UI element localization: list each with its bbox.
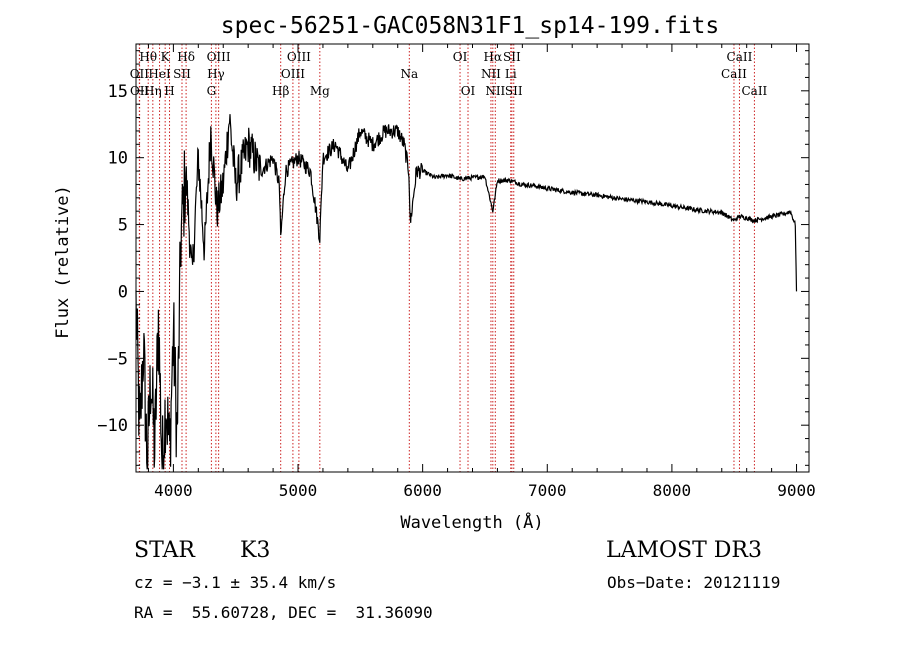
plot-frame — [135, 43, 810, 473]
line-label-19: Hα — [484, 50, 503, 64]
x-tick-label-2: 6000 — [403, 481, 442, 500]
y-tick-label-2: 0 — [118, 282, 128, 302]
object-subclass: K3 — [240, 538, 271, 563]
x-tick-label-4: 8000 — [653, 481, 692, 500]
object-class: STAR — [134, 538, 195, 563]
line-label-18: OI — [461, 84, 476, 98]
x-tick-label-3: 7000 — [528, 481, 567, 500]
y-axis-label: Flux (relative) — [53, 185, 73, 339]
x-tick-label-1: 5000 — [279, 481, 318, 500]
line-label-26: CaII — [721, 67, 747, 81]
line-label-23: SII — [505, 84, 523, 98]
axis-tick-labels: 4000 5000 6000 7000 8000 9000 −10 −5 0 5 10 15 — [97, 82, 816, 500]
line-label-24: Li — [505, 67, 517, 81]
y-tick-label-0: −10 — [97, 416, 128, 436]
line-label-20: NII — [481, 67, 501, 81]
y-tick-label-5: 15 — [108, 82, 128, 102]
observation-date: Obs−Date: 20121119 — [607, 573, 781, 592]
line-label-25: CaII — [727, 50, 753, 64]
chart-title: spec-56251-GAC058N31F1_sp14-199.fits — [221, 13, 720, 39]
line-label-21: NII — [485, 84, 505, 98]
line-label-13: OIII — [287, 50, 311, 64]
survey-name: LAMOST DR3 — [606, 538, 762, 563]
line-label-6: H — [164, 84, 174, 98]
axis-ticks — [136, 44, 809, 472]
x-tick-label-5: 9000 — [777, 481, 816, 500]
line-label-15: Mg — [310, 84, 330, 98]
redshift-velocity: cz = −3.1 ± 35.4 km/s — [134, 573, 337, 592]
line-label-10: Hγ — [207, 67, 225, 81]
x-axis-label: Wavelength (Å) — [400, 511, 543, 533]
line-label-11: G — [207, 84, 217, 98]
line-label-27: CaII — [741, 84, 767, 98]
line-label-7: SII — [173, 67, 191, 81]
x-tick-label-0: 4000 — [154, 481, 193, 500]
line-label-12: Hβ — [272, 84, 289, 98]
line-label-16: Na — [400, 67, 418, 81]
line-label-3: Hη — [144, 84, 162, 98]
y-tick-label-4: 10 — [108, 149, 128, 169]
y-tick-label-3: 5 — [118, 216, 128, 236]
line-label-22: SII — [503, 50, 521, 64]
line-label-8: Hδ — [177, 50, 195, 64]
sky-coordinates: RA = 55.60728, DEC = 31.36090 — [134, 603, 433, 622]
y-tick-label-1: −5 — [108, 349, 128, 369]
line-label-9: OIII — [207, 50, 231, 64]
line-label-14: OIII — [281, 67, 305, 81]
line-label-5: K — [161, 50, 171, 64]
line-label-17: OI — [453, 50, 468, 64]
line-label-4: HeI — [148, 67, 171, 81]
line-label-1: OII — [130, 67, 150, 81]
spectrum-series — [135, 114, 798, 470]
line-label-0: Hθ — [139, 50, 157, 64]
spectral-line-markers — [138, 44, 755, 472]
